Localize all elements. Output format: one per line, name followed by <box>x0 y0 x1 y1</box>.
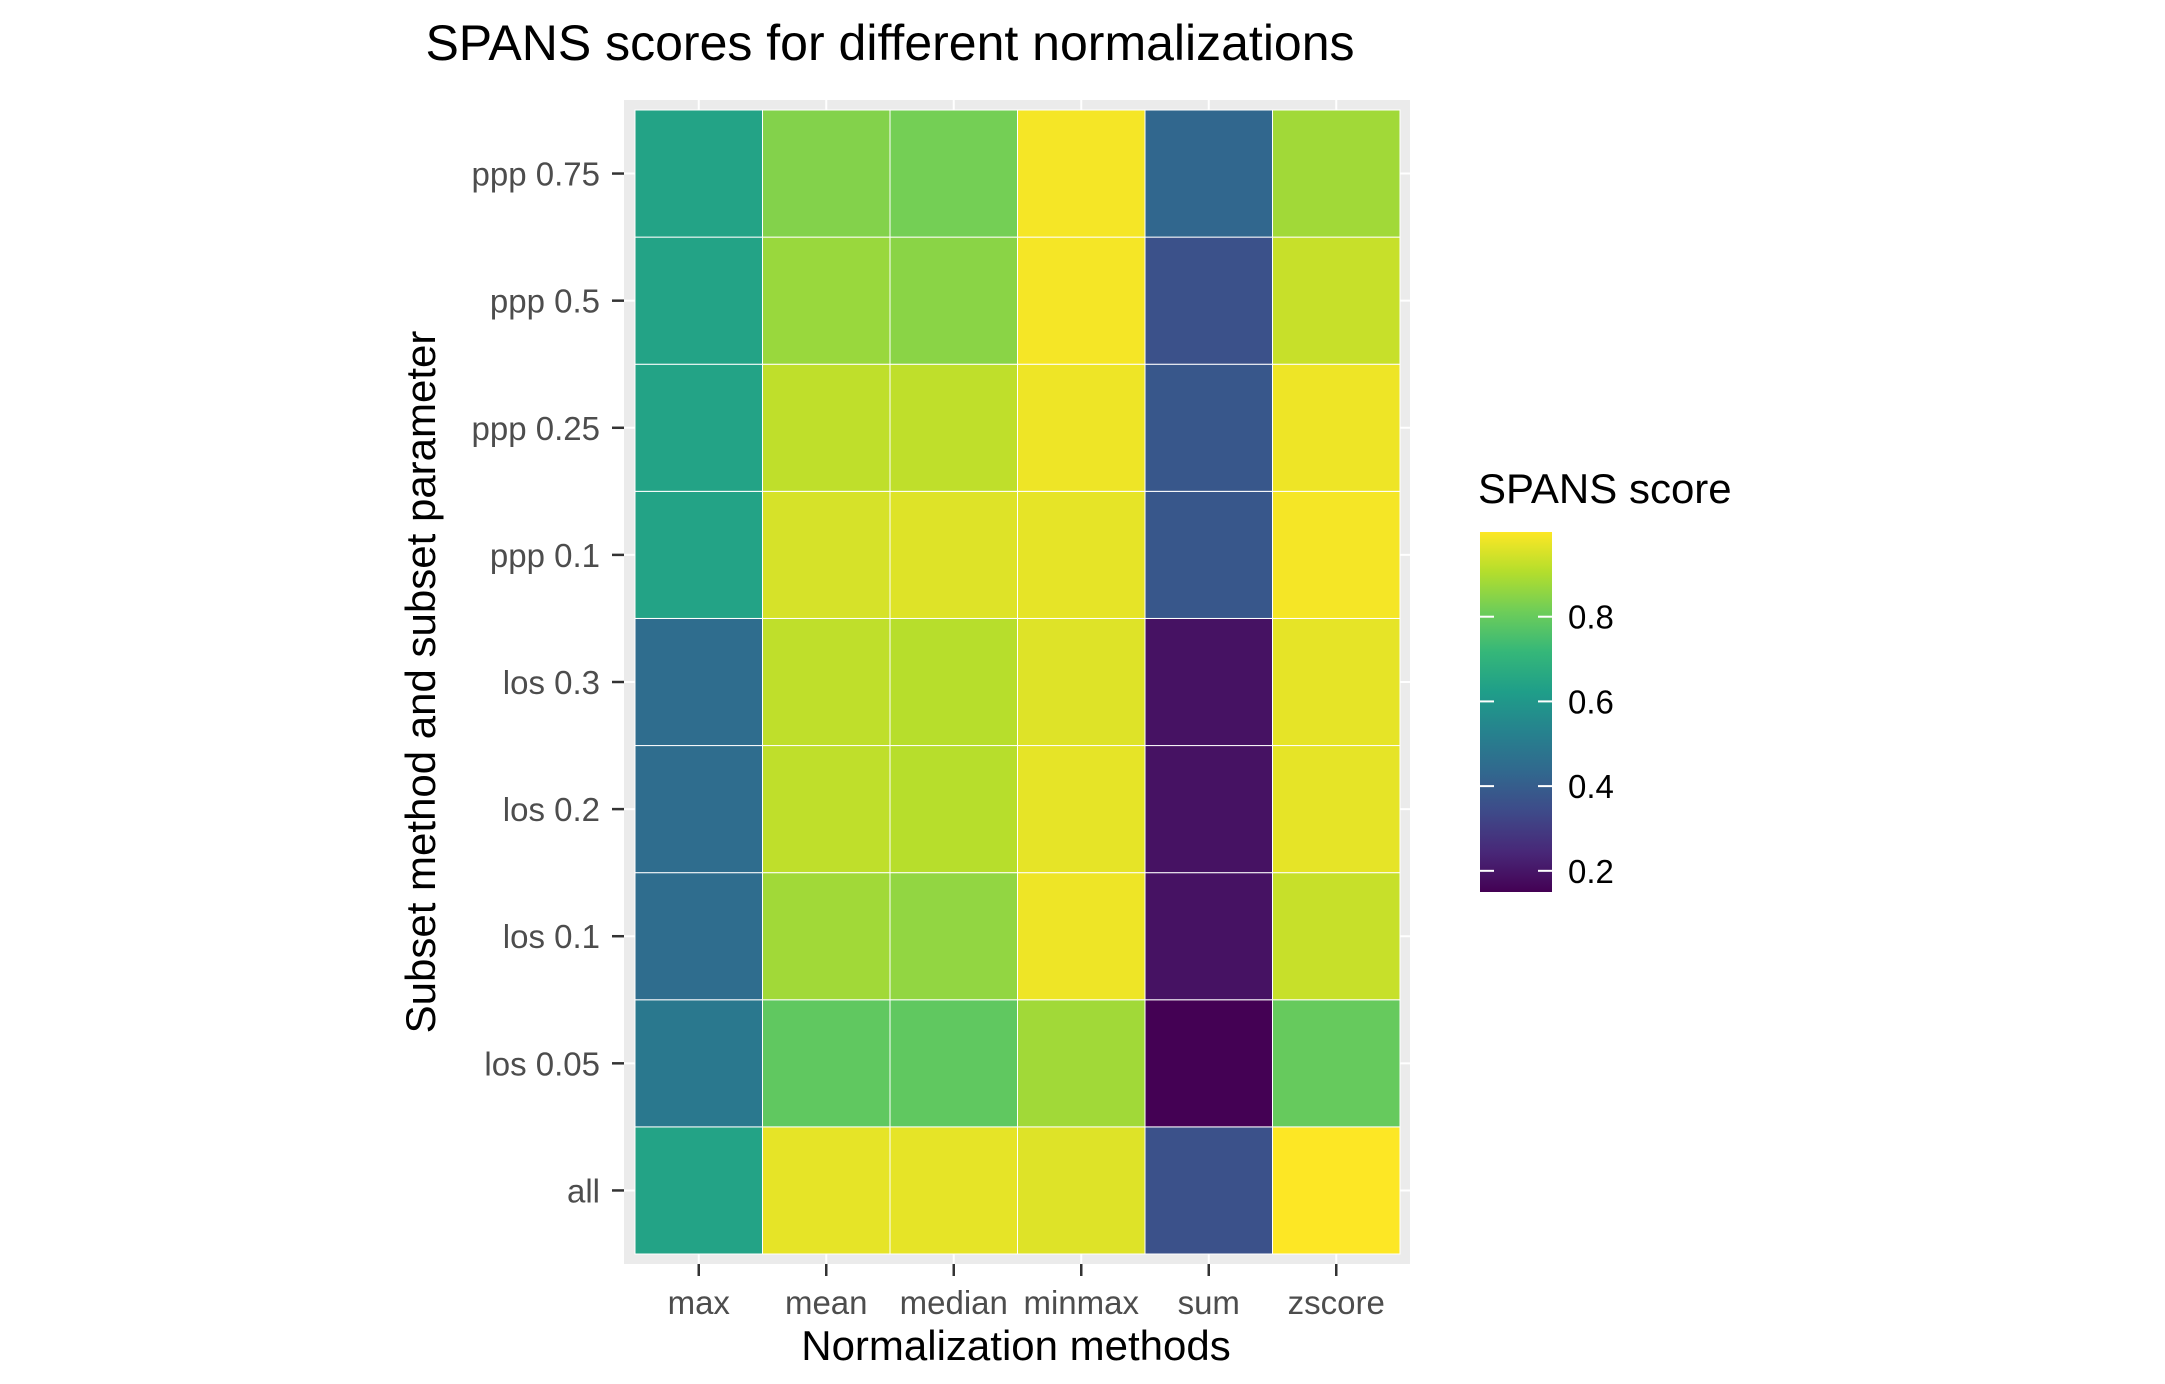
legend-tick-label: 0.6 <box>1568 683 1614 720</box>
heatmap-cell <box>762 745 891 874</box>
x-axis-title: Normalization methods <box>801 1322 1231 1369</box>
x-axis: max mean median minmax sum zscore <box>668 1264 1385 1321</box>
heatmap-cell <box>889 363 1018 492</box>
heatmap-cell <box>1017 236 1146 365</box>
x-tick-label: mean <box>785 1284 868 1321</box>
heatmap-cell <box>762 617 891 747</box>
heatmap-cell <box>1272 999 1401 1128</box>
heatmap-cell <box>634 363 763 492</box>
heatmap-cell <box>889 1126 1018 1255</box>
legend-title: SPANS score <box>1478 465 1732 512</box>
legend-colorbar <box>1480 532 1552 892</box>
heatmap-cell <box>762 872 891 1001</box>
y-tick-label: ppp 0.75 <box>472 156 600 193</box>
heatmap-cell <box>634 490 763 619</box>
heatmap-cell <box>1272 872 1401 1001</box>
heatmap-cell <box>762 999 891 1128</box>
heatmap-cell <box>1272 109 1401 238</box>
heatmap-cell <box>1144 109 1273 238</box>
x-tick-label: zscore <box>1288 1284 1385 1321</box>
chart-title: SPANS scores for different normalization… <box>425 15 1354 71</box>
heatmap-cell <box>1144 490 1273 619</box>
y-tick-label: los 0.05 <box>484 1045 600 1082</box>
heatmap-cells <box>634 109 1401 1255</box>
legend-ticks: 0.2 0.4 0.6 0.8 <box>1480 599 1614 890</box>
heatmap-cell <box>762 1126 891 1255</box>
y-tick-label: ppp 0.25 <box>472 410 600 447</box>
heatmap-cell <box>1144 236 1273 365</box>
heatmap-cell <box>634 745 763 874</box>
heatmap-cell <box>1017 745 1146 874</box>
heatmap-cell <box>1272 363 1401 492</box>
heatmap-cell <box>634 1126 763 1255</box>
heatmap-cell <box>889 490 1018 619</box>
legend-tick-label: 0.8 <box>1568 599 1614 636</box>
y-tick-label: ppp 0.5 <box>490 283 600 320</box>
heatmap-cell <box>889 109 1018 238</box>
y-tick-label: ppp 0.1 <box>490 537 600 574</box>
heatmap-cell <box>1144 363 1273 492</box>
heatmap-cell <box>1017 490 1146 619</box>
heatmap-cell <box>1272 745 1401 874</box>
y-axis: all los 0.05 los 0.1 los 0.2 los 0.3 ppp 0.1 p… <box>472 156 624 1209</box>
heatmap-cell <box>889 745 1018 874</box>
heatmap-cell <box>1017 999 1146 1128</box>
y-tick-label: los 0.1 <box>503 918 600 955</box>
heatmap-cell <box>1272 1126 1401 1255</box>
heatmap-cell <box>1144 1126 1273 1255</box>
x-tick-label: median <box>900 1284 1008 1321</box>
color-legend: SPANS score 0.2 0.4 0.6 0.8 <box>1478 465 1732 892</box>
legend-tick-label: 0.4 <box>1568 768 1614 805</box>
heatmap-cell <box>1017 1126 1146 1255</box>
heatmap-cell <box>889 236 1018 365</box>
heatmap-cell <box>1144 745 1273 874</box>
heatmap-cell <box>634 236 763 365</box>
heatmap-cell <box>1272 617 1401 747</box>
y-tick-label: all <box>567 1172 600 1209</box>
y-tick-label: los 0.2 <box>503 791 600 828</box>
heatmap-cell <box>762 236 891 365</box>
heatmap-cell <box>762 363 891 492</box>
heatmap-cell <box>1144 617 1273 747</box>
heatmap-cell <box>1144 999 1273 1128</box>
heatmap-cell <box>889 999 1018 1128</box>
heatmap-cell <box>762 109 891 238</box>
y-tick-label: los 0.3 <box>503 664 600 701</box>
heatmap-cell <box>1272 490 1401 619</box>
heatmap-cell <box>1017 617 1146 747</box>
heatmap-cell <box>1017 872 1146 1001</box>
heatmap-cell <box>1017 363 1146 492</box>
x-tick-label: max <box>668 1284 731 1321</box>
y-axis-title: Subset method and subset parameter <box>397 331 444 1034</box>
heatmap-cell <box>1017 109 1146 238</box>
heatmap-cell <box>634 109 763 238</box>
legend-tick-label: 0.2 <box>1568 853 1614 890</box>
heatmap-cell <box>889 872 1018 1001</box>
heatmap-cell <box>889 617 1018 747</box>
x-tick-label: minmax <box>1023 1284 1139 1321</box>
heatmap-cell <box>1144 872 1273 1001</box>
heatmap-cell <box>1272 236 1401 365</box>
heatmap-cell <box>634 999 763 1128</box>
heatmap-cell <box>634 617 763 747</box>
heatmap-cell <box>762 490 891 619</box>
heatmap-cell <box>634 872 763 1001</box>
x-tick-label: sum <box>1178 1284 1240 1321</box>
